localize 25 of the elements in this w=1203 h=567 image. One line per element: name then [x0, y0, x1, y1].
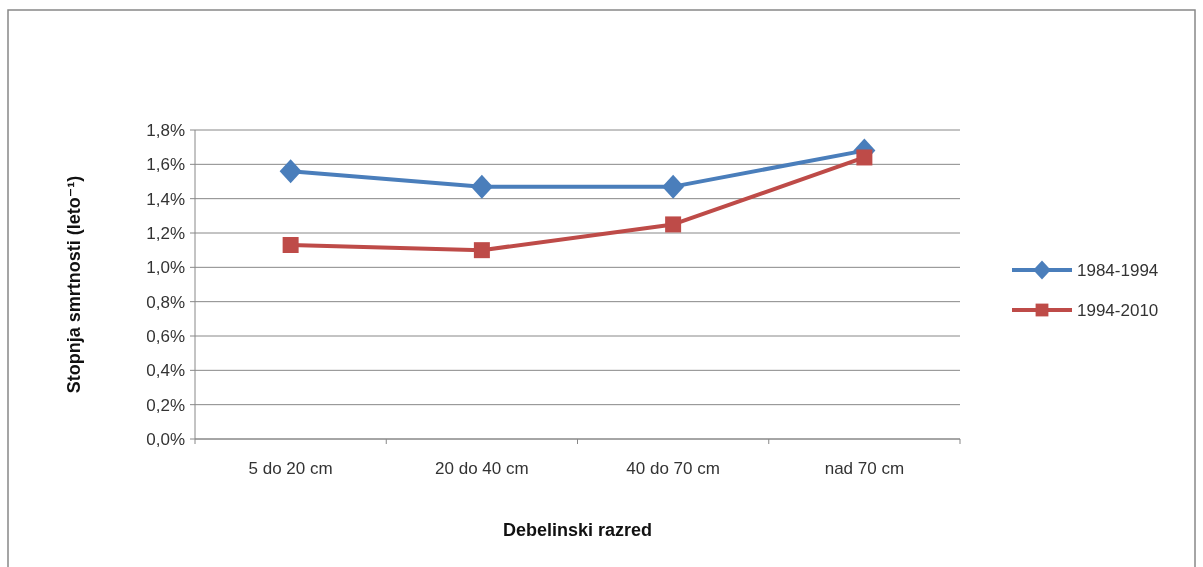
y-axis-title: Stopnja smrtnosti (leto⁻¹): [64, 175, 84, 394]
point: [279, 159, 302, 184]
y-tick-label: 1,8%: [146, 120, 185, 140]
y-tick-label: 1,2%: [146, 223, 185, 243]
legend-label: 1984-1994: [1077, 260, 1159, 280]
y-tick-label: 0,6%: [146, 326, 185, 346]
x-tick-label: nad 70 cm: [824, 459, 905, 478]
x-tick-label: 40 do 70 cm: [626, 459, 720, 478]
legend-label: 1994-2010: [1077, 300, 1159, 320]
y-tick-label: 0,2%: [146, 395, 185, 415]
y-tick-label: 1,6%: [146, 155, 185, 175]
point: [665, 216, 682, 233]
y-tick-label: 0,0%: [146, 429, 185, 449]
point: [470, 174, 493, 199]
point: [662, 174, 685, 199]
y-tick-label: 1,0%: [146, 258, 185, 278]
x-tick-label: 20 do 40 cm: [435, 459, 529, 478]
y-tick-label: 0,4%: [146, 361, 185, 381]
y-tick-label: 0,8%: [146, 292, 185, 312]
point: [856, 149, 873, 166]
x-tick-label: 5 do 20 cm: [248, 459, 333, 478]
point: [473, 242, 490, 259]
y-tick-label: 1,4%: [146, 189, 185, 209]
point: [282, 237, 299, 254]
x-axis-title: Debelinski razred: [502, 520, 653, 540]
